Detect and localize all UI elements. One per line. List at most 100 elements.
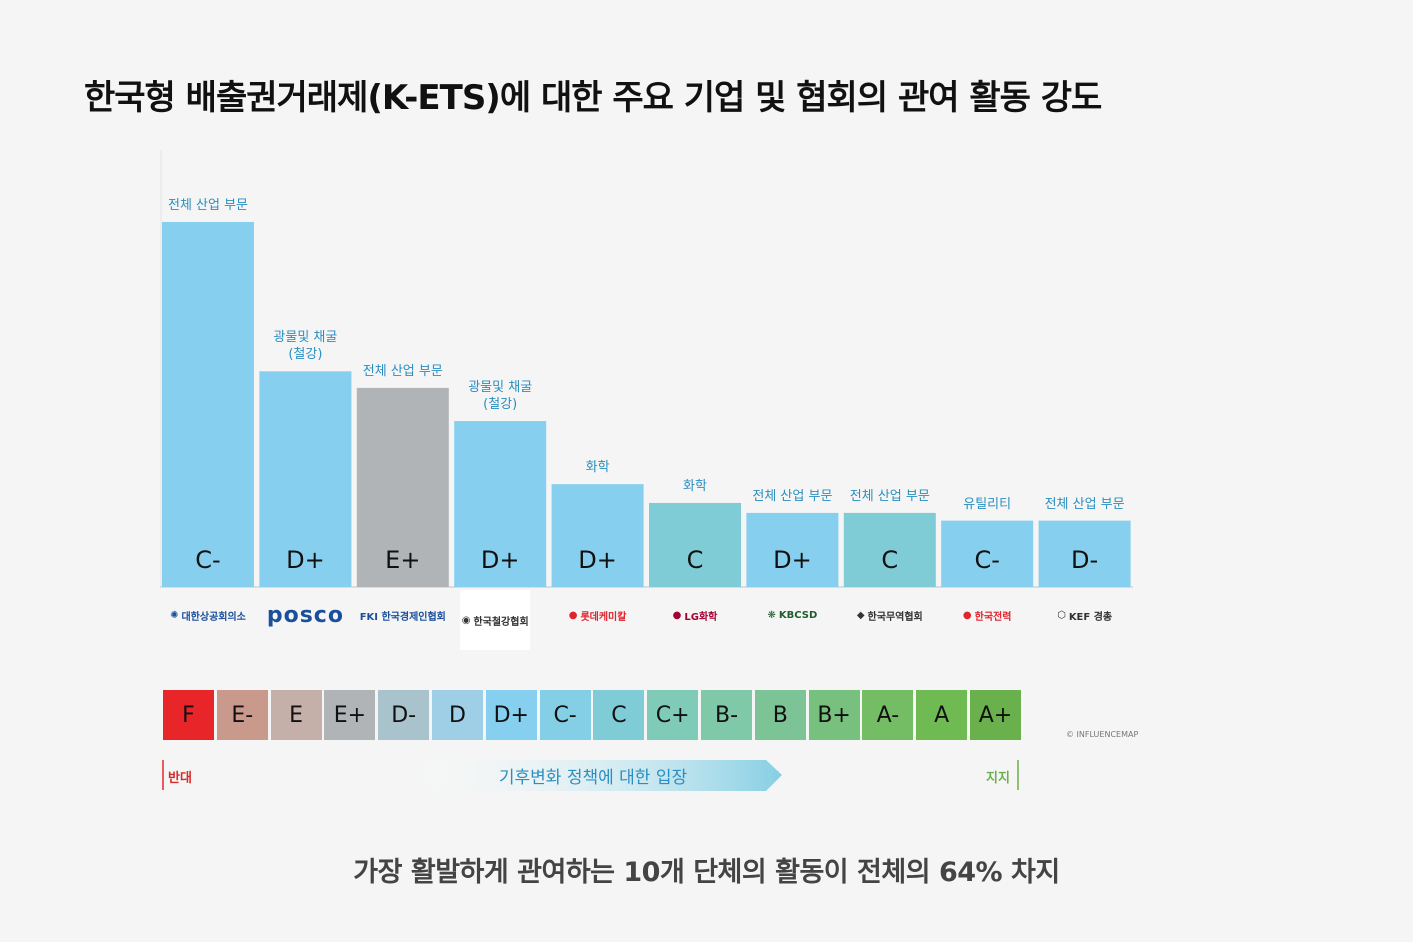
category-label: posco: [266, 602, 344, 628]
bar-grade-label: C-: [974, 546, 1000, 574]
category-logo: ⬡ KEF 경총: [1039, 597, 1131, 633]
category-logo: ● 한국전력: [941, 597, 1033, 633]
sector-label: 화학: [538, 459, 658, 476]
sector-label-line: (철강): [288, 347, 323, 363]
sector-label: 전체 산업 부문: [1025, 496, 1145, 513]
scale-grade-label: B+: [817, 702, 851, 728]
bar-9: [941, 520, 1034, 587]
bar-grade-label: C: [881, 546, 899, 574]
sector-label: 유틸리티: [927, 496, 1047, 513]
logo-mark-icon: ⬡: [1057, 609, 1066, 621]
scale-grade-label: B: [772, 702, 788, 728]
category-label: 롯데케미칼: [580, 611, 627, 623]
logo-mark-icon: ●: [962, 609, 972, 621]
sector-label-line: 전체 산업 부문: [1044, 496, 1125, 512]
bar-3: [356, 387, 449, 587]
position-arrow: [404, 760, 782, 791]
scale-grade-label: C+: [655, 702, 690, 728]
category-label: 한국전력: [974, 611, 1012, 623]
position-arrow-label: 기후변화 정책에 대한 입장: [498, 768, 688, 788]
sector-label: 광물및 채굴 (철강): [245, 329, 365, 363]
scale-grade-label: B-: [714, 702, 739, 728]
sector-label-line: 광물및 채굴: [468, 380, 533, 396]
scale-grade-label: D: [449, 702, 466, 728]
bar-grade-label: E+: [385, 546, 421, 574]
category-label: 대한상공회의소: [181, 611, 246, 623]
category-label: KEF 경총: [1068, 611, 1113, 623]
bar-grade-label: D-: [1071, 546, 1099, 574]
bar-grade-label: D+: [480, 546, 520, 574]
scale-grade-label: E: [289, 702, 304, 728]
category-label: FKI 한국경제인협회: [359, 611, 446, 623]
sector-label: 화학: [635, 478, 755, 495]
scale-grade-label: C-: [553, 702, 577, 728]
scale-grade-label: D-: [391, 702, 417, 728]
scale-grade-label: A+: [978, 702, 1013, 728]
logo-mark-icon: ●: [672, 609, 682, 621]
scale-cell-F: F: [163, 690, 214, 740]
bar-2: [259, 371, 352, 587]
logo-mark-icon: ◆: [856, 609, 865, 621]
scale-cell-B+: B+: [808, 690, 860, 740]
scale-grade-label: F: [182, 702, 195, 728]
sector-label-line: 화학: [683, 478, 707, 494]
category-logo: posco: [259, 597, 351, 633]
scale-cell-B-: B-: [701, 690, 752, 740]
category-logo: ◉ 한국철강협회: [460, 590, 531, 650]
sector-label: 전체 산업 부문: [830, 488, 950, 505]
category-logo: ✺ 대한상공회의소: [162, 597, 254, 633]
sector-label-line: 광물및 채굴: [273, 330, 338, 346]
sector-label-line: 화학: [585, 460, 610, 476]
scale-cell-C+: C+: [647, 690, 699, 740]
scale-grade-label: D+: [493, 702, 529, 728]
sector-label: 전체 산업 부문: [732, 488, 852, 505]
scale-grade-label: A: [934, 702, 950, 728]
bar-10: [1038, 520, 1131, 587]
bar-grade-label: D+: [578, 546, 617, 574]
scale-cell-C-: C-: [539, 690, 591, 740]
bar-4: [454, 421, 547, 587]
bar-grade-label: D+: [773, 546, 812, 574]
scale-cell-A-: A-: [862, 690, 914, 740]
category-logo: ◆ 한국무역협회: [844, 597, 936, 633]
page-title: 한국형 배출권거래제(K-ETS)에 대한 주요 기업 및 협회의 관여 활동 …: [84, 78, 1102, 118]
bar-grade-label: C: [686, 546, 704, 574]
sector-label-line: 전체 산업 부문: [167, 198, 249, 213]
category-logo: ● LG화학: [649, 597, 741, 633]
category-label: LG화학: [684, 611, 718, 623]
sector-label: 전체 산업 부문: [148, 197, 268, 214]
scale-cell-B: B: [754, 690, 806, 740]
scale-cell-E-: E-: [216, 690, 268, 740]
scale-grade-label: E+: [333, 702, 367, 728]
scale-grade-label: C: [611, 702, 627, 728]
logo-mark-icon: ✺: [170, 609, 179, 621]
logo-mark-icon: ●: [568, 609, 578, 621]
category-logo: ❋ KBCSD: [746, 597, 838, 633]
bar-5: [551, 484, 644, 587]
bar-1: [162, 222, 254, 587]
category-label: KBCSD: [778, 609, 818, 621]
bar-grade-label: C-: [195, 546, 221, 574]
scale-grade-label: A-: [876, 702, 900, 728]
category-label: 한국철강협회: [473, 616, 529, 628]
sector-label-line: (철강): [483, 397, 518, 413]
scale-grade-label: E-: [231, 702, 254, 728]
subtitle: 가장 활발하게 관여하는 10개 단체의 활동이 전체의 64% 차지: [353, 857, 1060, 888]
support-label: 지지: [986, 771, 1010, 786]
bar-grade-label: D+: [286, 546, 325, 574]
sector-label-line: 전체 산업 부문: [362, 363, 443, 379]
scale-cell-D+: D+: [485, 690, 537, 740]
sector-label: 전체 산업 부문: [343, 363, 463, 380]
scale-cell-A: A: [916, 690, 968, 740]
scale-cell-D: D: [432, 690, 483, 740]
logo-mark-icon: ◉: [461, 614, 471, 626]
bar-7: [746, 512, 839, 587]
sector-label-line: 전체 산업 부문: [849, 488, 930, 504]
scale-cell-D-: D-: [378, 690, 430, 740]
sector-label-line: 전체 산업 부문: [752, 488, 833, 504]
scale-cell-E: E: [270, 690, 322, 740]
scale-cell-C: C: [593, 690, 645, 740]
scale-cell-E+: E+: [324, 690, 376, 740]
scale-cell-A+: A+: [970, 690, 1021, 740]
